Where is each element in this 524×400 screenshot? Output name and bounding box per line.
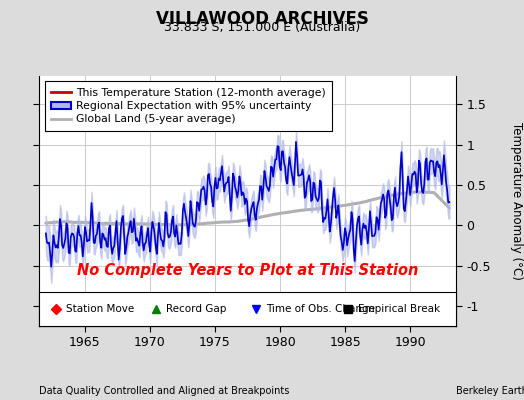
Text: Station Move: Station Move xyxy=(67,304,135,314)
Text: Time of Obs. Change: Time of Obs. Change xyxy=(266,304,375,314)
Text: 33.833 S, 151.000 E (Australia): 33.833 S, 151.000 E (Australia) xyxy=(164,21,360,34)
Legend: This Temperature Station (12-month average), Regional Expectation with 95% uncer: This Temperature Station (12-month avera… xyxy=(45,82,332,131)
Text: Berkeley Earth: Berkeley Earth xyxy=(456,386,524,396)
Text: Data Quality Controlled and Aligned at Breakpoints: Data Quality Controlled and Aligned at B… xyxy=(39,386,290,396)
Text: No Complete Years to Plot at This Station: No Complete Years to Plot at This Statio… xyxy=(77,264,418,278)
Text: VILLAWOOD ARCHIVES: VILLAWOOD ARCHIVES xyxy=(156,10,368,28)
Y-axis label: Temperature Anomaly (°C): Temperature Anomaly (°C) xyxy=(510,122,523,280)
Text: Empirical Break: Empirical Break xyxy=(358,304,440,314)
Text: Record Gap: Record Gap xyxy=(166,304,227,314)
